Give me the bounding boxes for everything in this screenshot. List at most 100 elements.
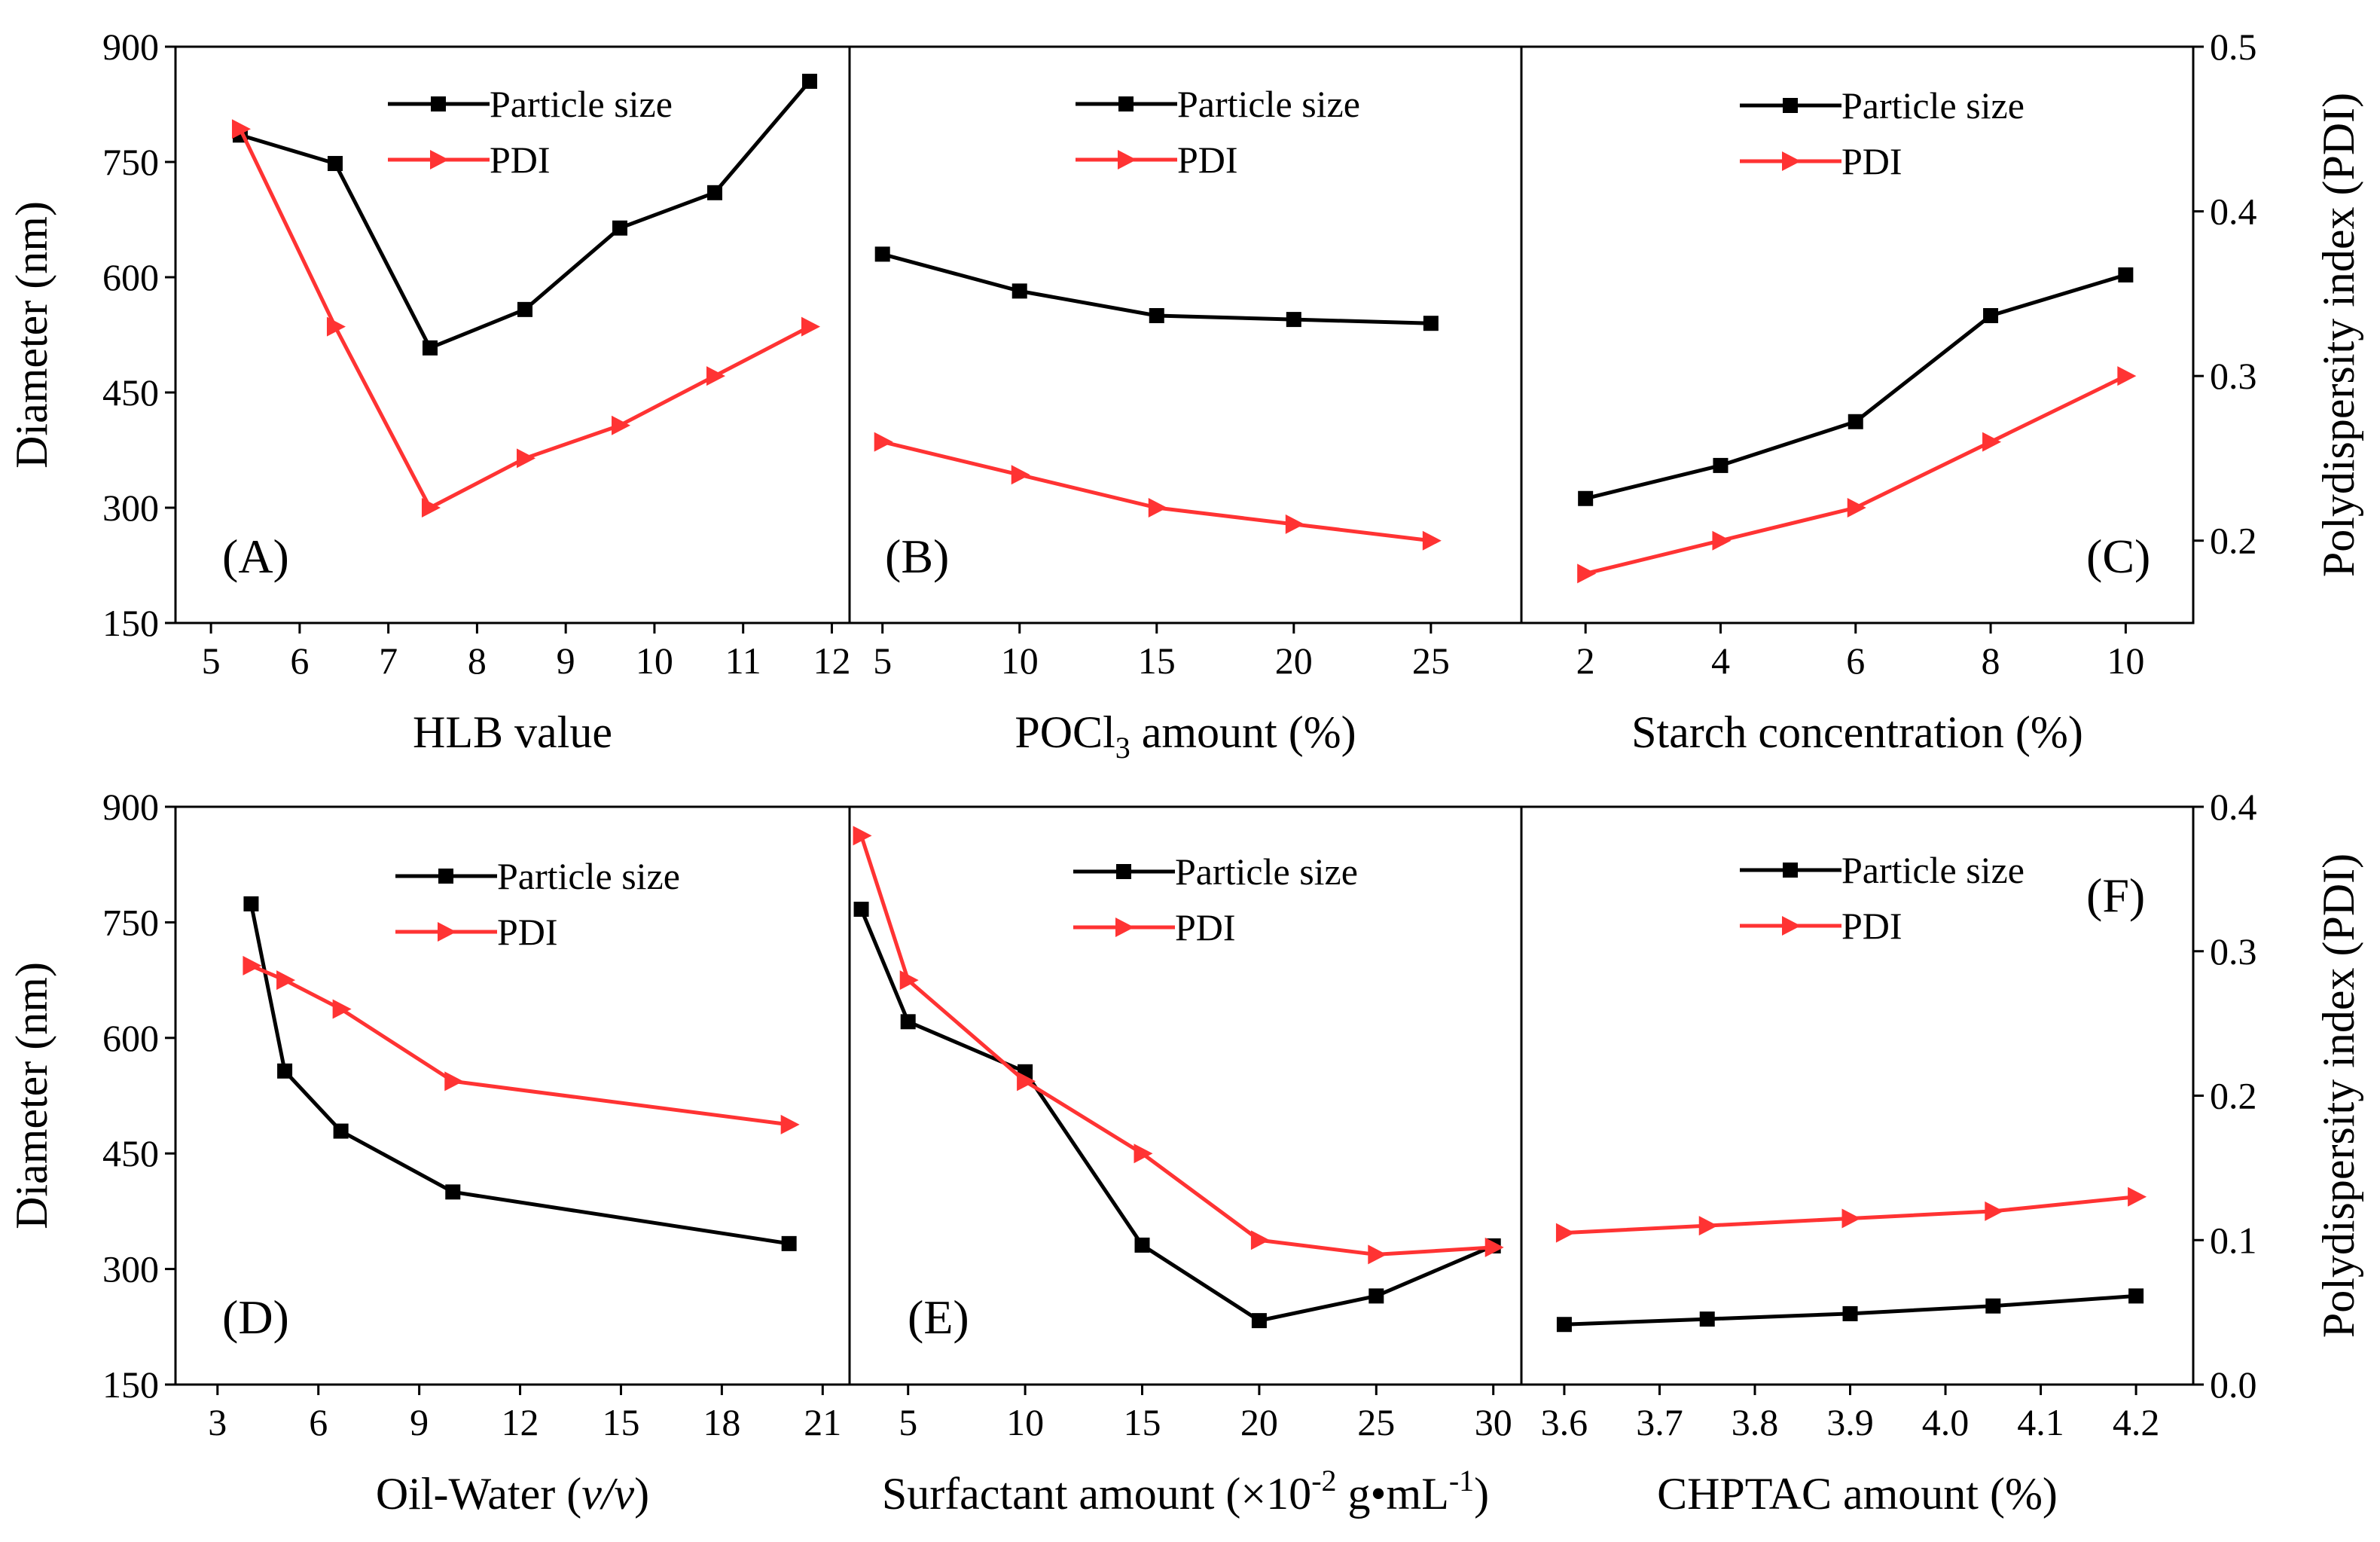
particle-size-point (802, 73, 818, 89)
x-axis-tick-label: 4.2 (2113, 1401, 2160, 1443)
particle-size-point (333, 1123, 349, 1139)
x-axis-tick-label: 5 (202, 640, 221, 682)
particle-size-point (1842, 1305, 1858, 1321)
panel-label: (B) (885, 530, 949, 583)
particle-size-line (859, 908, 1494, 1323)
chart-panel-F: 3.6 3.7 3.8 3.9 4.0 4.1 4.2 CHPTAC amount (%) (F… (1541, 849, 2160, 1519)
pdi-point (231, 119, 251, 139)
panel-label: (C) (2086, 530, 2150, 583)
particle-size-point (781, 1235, 797, 1251)
left-axis-tick-label: 150 (102, 1363, 159, 1406)
particle-size-point (707, 185, 722, 200)
pdi-point (1011, 465, 1030, 485)
right-axis-tick-label: 0.1 (2210, 1219, 2257, 1261)
legend-particle-size-marker (1116, 864, 1131, 879)
x-axis-tick-label: 4.1 (2017, 1401, 2064, 1443)
left-axis-label: Diameter (nm) (7, 962, 56, 1229)
legend-particle-size-marker (1118, 96, 1134, 111)
pdi-point (1484, 1237, 1504, 1257)
pdi-point (2128, 1186, 2147, 1207)
x-axis-tick-label: 21 (804, 1401, 841, 1443)
legend-pdi-marker (438, 922, 456, 942)
particle-size-point (243, 896, 259, 911)
pdi-point (326, 316, 346, 337)
pdi-point (1985, 1201, 2004, 1221)
particle-size-point (900, 1014, 916, 1030)
left-axis-tick-label: 750 (102, 141, 159, 183)
panel-label: (D) (222, 1290, 289, 1344)
pdi-point (2117, 366, 2137, 386)
right-axis-tick-label: 0.3 (2210, 355, 2257, 397)
x-axis-tick-label: 10 (2107, 640, 2144, 682)
left-axis-tick-label: 300 (102, 1248, 159, 1290)
x-axis-tick-label: 20 (1240, 1401, 1278, 1443)
legend-pdi-label: PDI (1841, 905, 1902, 947)
row-frame-2 (174, 805, 2195, 1386)
pdi-point (1577, 563, 1597, 584)
x-axis-tick-label: 25 (1412, 640, 1450, 682)
right-axis-tick-label: 0.0 (2210, 1363, 2257, 1406)
legend-particle-size-marker (431, 96, 446, 111)
x-axis-tick-label: 8 (468, 640, 487, 682)
x-axis-tick-label: 6 (290, 640, 309, 682)
right-axis-tick-label: 0.5 (2210, 26, 2257, 68)
pdi-line (1585, 374, 2127, 576)
particle-size-point (277, 1063, 293, 1079)
pdi-point (516, 448, 536, 469)
x-axis-tick-label: 3 (208, 1401, 227, 1443)
left-axis-tick-label: 450 (102, 371, 159, 414)
x-axis-tick-label: 2 (1576, 640, 1595, 682)
x-axis-tick-label: 20 (1275, 640, 1313, 682)
x-axis-tick-label: 10 (636, 640, 673, 682)
particle-size-point (1848, 414, 1863, 429)
particle-size-point (853, 902, 869, 918)
chart-panel-C: 2 4 6 8 10 Starch concentration (%) (C) Particl… (1576, 84, 2151, 757)
left-axis-tick-label: 750 (102, 901, 159, 943)
pdi-point (706, 366, 725, 386)
pdi-point (1555, 1223, 1575, 1243)
x-axis-tick-label: 6 (1846, 640, 1865, 682)
legend-particle-size-label: Particle size (1175, 850, 1358, 893)
pdi-line (250, 963, 789, 1127)
legend-pdi-label: PDI (1177, 139, 1238, 181)
left-axis-tick-label: 900 (102, 26, 159, 68)
pdi-point (444, 1071, 464, 1092)
pdi-point (1847, 498, 1866, 518)
pdi-point (1422, 530, 1442, 551)
panel-label: (A) (222, 530, 289, 583)
pdi-point (1712, 530, 1732, 551)
pdi-point (853, 826, 872, 846)
legend-pdi-label: PDI (490, 139, 551, 181)
x-axis-label: Starch concentration (%) (1631, 707, 2083, 757)
x-axis-tick-label: 18 (703, 1401, 740, 1443)
chart-panel-B: 5 10 15 20 25 POCl3 amount (%) (B) Particle siz… (873, 83, 1450, 765)
particle-size-point (1713, 457, 1729, 473)
pdi-point (780, 1114, 800, 1134)
particle-size-point (1423, 316, 1439, 331)
pdi-point (801, 316, 821, 337)
left-axis-tick-label: 450 (102, 1132, 159, 1174)
pdi-point (1017, 1071, 1036, 1092)
pdi-point (1134, 1144, 1153, 1164)
x-axis-tick-label: 11 (725, 640, 761, 682)
pdi-point (1841, 1208, 1861, 1229)
pdi-point (1250, 1230, 1270, 1250)
particle-size-point (612, 220, 627, 236)
pdi-point (899, 970, 919, 991)
legend-pdi-marker (1782, 916, 1801, 936)
right-axis-tick-label: 0.2 (2210, 520, 2257, 562)
legend-pdi-marker (1115, 918, 1134, 937)
right-axis-tick-label: 0.4 (2210, 191, 2257, 233)
particle-size-point (422, 340, 438, 356)
legend-pdi-marker (1782, 151, 1801, 171)
x-axis-tick-label: 10 (1006, 1401, 1044, 1443)
x-axis-tick-label: 10 (1001, 640, 1039, 682)
x-axis-tick-label: 4.0 (1922, 1401, 1970, 1443)
panel-label: (F) (2086, 869, 2145, 922)
legend-particle-size-label: Particle size (1841, 84, 2025, 127)
particle-size-point (1149, 308, 1164, 323)
right-axis-label: Polydispersity index (PDI) (2314, 93, 2363, 577)
particle-size-point (1556, 1317, 1572, 1333)
pdi-point (1148, 498, 1167, 518)
x-axis-label: POCl3 amount (%) (1015, 707, 1356, 765)
